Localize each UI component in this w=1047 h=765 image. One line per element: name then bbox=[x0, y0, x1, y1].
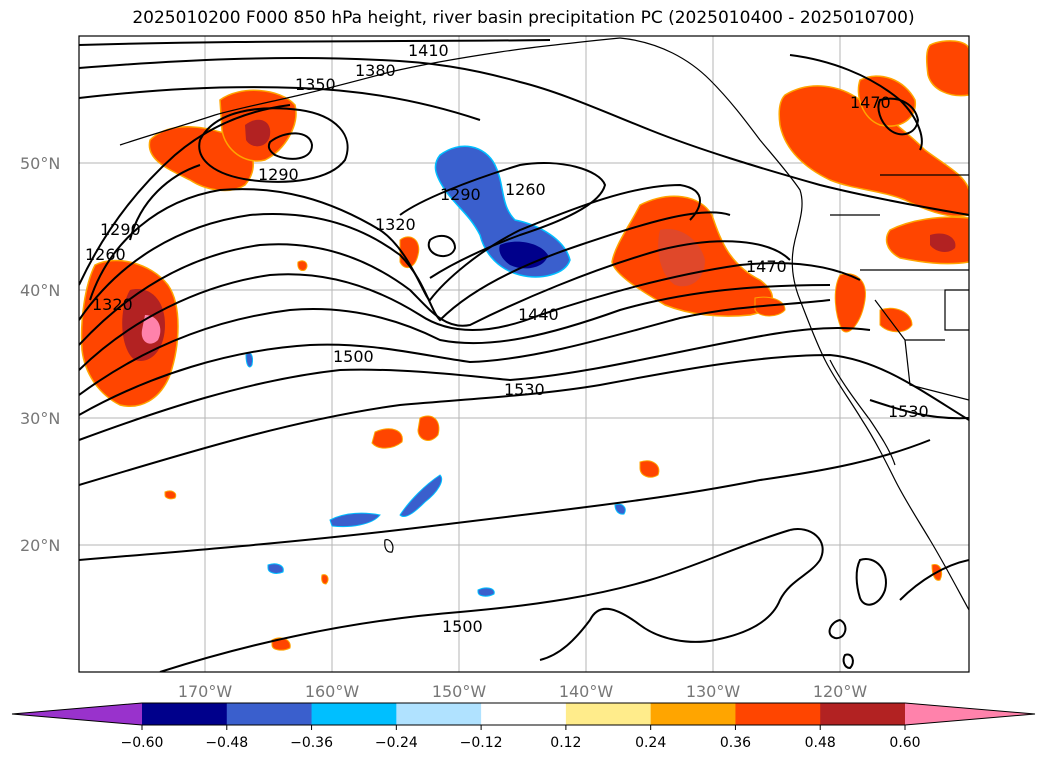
height-contours bbox=[79, 39, 969, 672]
colorbar-segment bbox=[311, 703, 397, 725]
colorbar: −0.60 −0.48 −0.36 −0.24 −0.12 0.12 0.24 0.36 0.4… bbox=[11, 702, 1036, 751]
colorbar-tick-label: −0.48 bbox=[205, 735, 248, 751]
contour-label: 1500 bbox=[442, 617, 483, 636]
colorbar-tick-label: −0.60 bbox=[121, 735, 164, 751]
colorbar-segment bbox=[905, 703, 1035, 725]
lon-label: 170°W bbox=[178, 682, 233, 701]
precipitation-shading bbox=[80, 40, 969, 651]
latitude-labels: 50°N 40°N 30°N 20°N bbox=[20, 154, 60, 555]
contour-labels: 1410 1380 1350 1290 1260 1290 1320 1260 … bbox=[85, 41, 929, 636]
colorbar-segment bbox=[820, 703, 906, 725]
lon-label: 120°W bbox=[813, 682, 868, 701]
colorbar-segment bbox=[142, 703, 228, 725]
contour-label: 1290 bbox=[440, 185, 481, 204]
contour-label: 1530 bbox=[888, 402, 929, 421]
colorbar-tick-label: 0.60 bbox=[889, 735, 920, 751]
contour-label: 1470 bbox=[746, 257, 787, 276]
colorbar-segment bbox=[396, 703, 482, 725]
contour-label: 1290 bbox=[258, 165, 299, 184]
colorbar-tick-label: −0.12 bbox=[460, 735, 503, 751]
contour-label: 1260 bbox=[505, 180, 546, 199]
colorbar-segment bbox=[650, 703, 736, 725]
coastlines bbox=[119, 37, 969, 611]
lon-label: 140°W bbox=[559, 682, 614, 701]
contour-label: 1530 bbox=[504, 380, 545, 399]
colorbar-segment bbox=[481, 703, 567, 725]
lat-label: 20°N bbox=[20, 536, 60, 555]
map-title: 2025010200 F000 850 hPa height, river ba… bbox=[132, 8, 915, 28]
colorbar-tick-label: 0.48 bbox=[805, 735, 836, 751]
lon-label: 130°W bbox=[686, 682, 741, 701]
colorbar-tick-label: 0.36 bbox=[720, 735, 751, 751]
contour-label: 1440 bbox=[518, 305, 559, 324]
lat-label: 40°N bbox=[20, 281, 60, 300]
lat-label: 30°N bbox=[20, 409, 60, 428]
lon-label: 160°W bbox=[305, 682, 360, 701]
colorbar-tick-label: −0.24 bbox=[375, 735, 418, 751]
contour-label: 1320 bbox=[375, 215, 416, 234]
colorbar-segment bbox=[565, 703, 652, 725]
contour-label: 1260 bbox=[85, 245, 126, 264]
lat-label: 50°N bbox=[20, 154, 60, 173]
contour-label: 1500 bbox=[333, 347, 374, 366]
contour-label: 1320 bbox=[92, 295, 133, 314]
colorbar-tick-label: −0.36 bbox=[290, 735, 333, 751]
contour-label: 1290 bbox=[100, 220, 141, 239]
contour-label: 1470 bbox=[850, 93, 891, 112]
colorbar-segment bbox=[735, 703, 821, 725]
colorbar-tick-label: 0.12 bbox=[550, 735, 581, 751]
longitude-labels: 170°W 160°W 150°W 140°W 130°W 120°W bbox=[178, 682, 868, 701]
contour-label: 1410 bbox=[408, 41, 449, 60]
lon-label: 150°W bbox=[432, 682, 487, 701]
map-frame bbox=[78, 35, 970, 673]
colorbar-segment bbox=[12, 703, 142, 725]
colorbar-tick-label: 0.24 bbox=[635, 735, 666, 751]
colorbar-segment bbox=[226, 703, 313, 725]
contour-label: 1380 bbox=[355, 61, 396, 80]
contour-label: 1350 bbox=[295, 75, 336, 94]
